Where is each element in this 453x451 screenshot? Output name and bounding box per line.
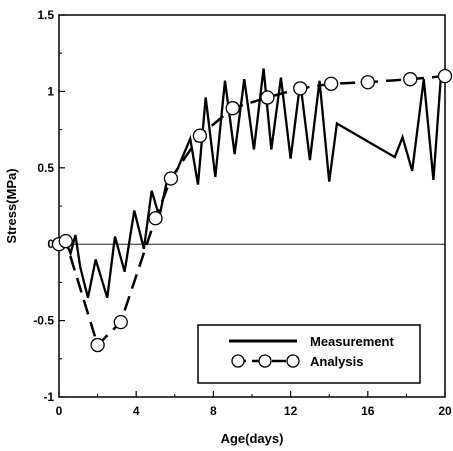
x-tick-label: 20 [438,404,452,418]
analysis-point [148,211,163,226]
legend-analysis-marker [231,354,245,368]
analysis-point [58,233,73,249]
analysis-point [90,337,105,353]
measurement-series-line [58,68,443,299]
x-axis-label: Age(days) [221,431,284,446]
legend-analysis-marker [286,354,300,368]
x-tick-label: 0 [56,404,63,418]
x-tick-label: 12 [284,404,298,418]
analysis-point [113,314,128,330]
analysis-point [163,171,179,186]
y-tick-label: 1.5 [37,8,54,22]
y-tick-label: -0.5 [33,314,54,328]
legend: Measurement Analysis [197,324,421,384]
x-tick-label: 4 [133,404,140,418]
legend-analysis-marker [258,354,272,368]
analysis-point [192,128,208,143]
analysis-point [293,81,308,96]
analysis-series-line [58,74,446,348]
y-tick-label: 0 [47,237,54,251]
y-tick-label: 1 [47,84,54,98]
analysis-point [323,76,339,91]
legend-analysis-label: Analysis [310,354,363,369]
x-tick-label: 16 [361,404,375,418]
legend-box [197,324,421,384]
analysis-point [437,68,453,84]
analysis-point [225,101,240,116]
y-tick-label: -1 [43,390,54,404]
x-tick-label: 8 [210,404,217,418]
y-axis-label: Stress(MPa) [4,168,19,243]
y-tick-label: 0.5 [37,161,54,175]
analysis-point [403,72,418,87]
analysis-point [260,90,275,105]
analysis-point [360,75,375,90]
legend-measurement-label: Measurement [310,334,394,349]
